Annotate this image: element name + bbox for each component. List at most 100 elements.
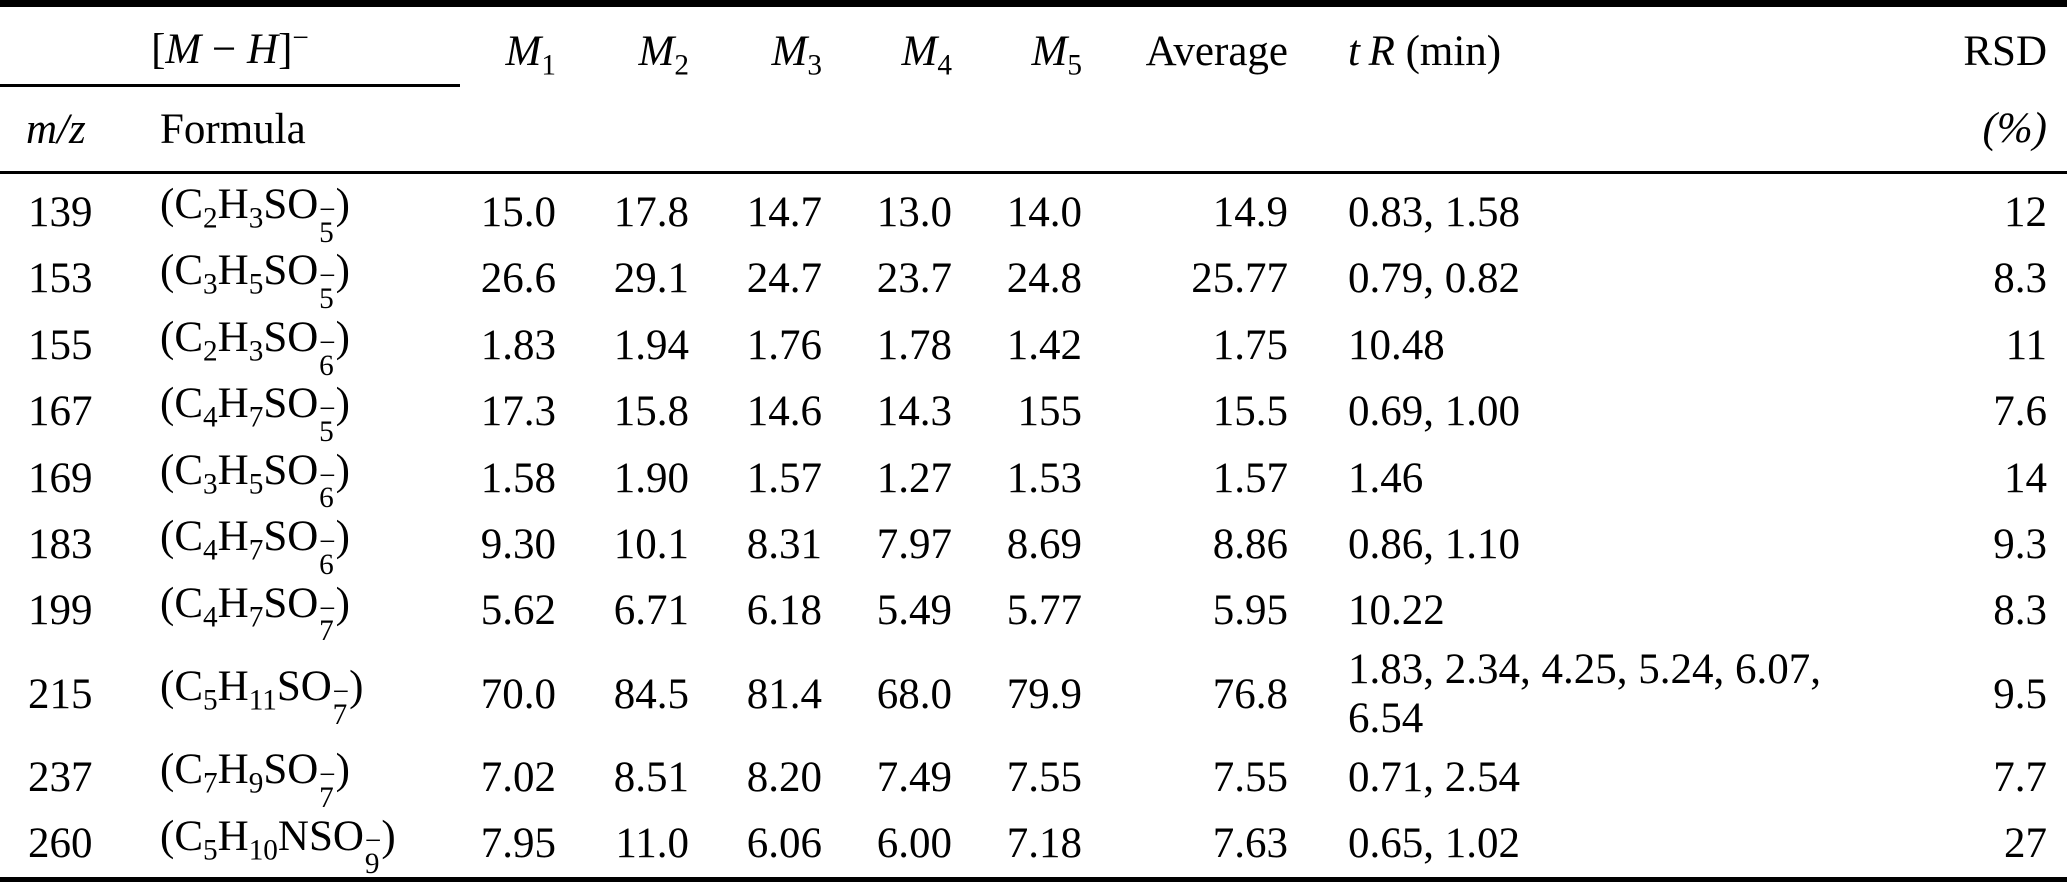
m-value-cell: 1.90 [613,454,689,502]
average-cell: 1.57 [1212,454,1288,502]
m-value-cell: 1.83 [480,321,556,369]
mz-cell: 183 [28,520,93,568]
column-header-rsd: RSD [1963,27,2047,75]
header-row-top: [M − H]− M1 M2 M3 M4 M5 Average t R (min… [0,3,2067,87]
m-value-cell: 68.0 [876,670,952,718]
m-value-cell: 14.6 [746,388,822,436]
mz-cell: 167 [28,388,93,436]
mz-cell: 155 [28,321,93,369]
table-row: 215 (C5H11SO −7) 70.0 84.5 81.4 68.0 79.9 76.8 1.… [0,644,2067,744]
m-value-cell: 8.51 [613,753,689,801]
rsd-cell: 9.3 [1993,520,2047,568]
m-value-cell: 1.94 [613,321,689,369]
m-value-cell: 6.06 [746,820,822,868]
formula-cell: (C3H5SO −5) [160,247,350,316]
m-value-cell: 11.0 [615,820,689,868]
column-header-m2: M2 [638,27,689,82]
retention-time-cell: 0.69, 1.00 [1348,388,1520,436]
rsd-cell: 8.3 [1993,587,2047,635]
table-row: 155 (C2H3SO −6) 1.83 1.94 1.76 1.78 1.42 1.75 10.… [0,312,2067,382]
table-row: 139 (C2H3SO −5) 15.0 17.8 14.7 13.0 14.0 14.9 0.8… [0,173,2067,249]
rsd-cell: 8.3 [1993,255,2047,303]
m-value-cell: 1.78 [876,321,952,369]
m-value-cell: 155 [1017,388,1083,436]
retention-time-cell: 10.22 [1348,587,1445,635]
table-row: 153 (C3H5SO −5) 26.6 29.1 24.7 23.7 24.8 25.77 0.… [0,245,2067,316]
mz-cell: 169 [28,454,93,502]
m-value-cell: 8.31 [746,520,822,568]
mz-cell: 153 [28,255,93,303]
m-value-cell: 7.97 [876,520,952,568]
average-cell: 25.77 [1191,255,1288,303]
column-header-m1: M1 [505,27,556,82]
m-value-cell: 24.8 [1006,255,1082,303]
mz-cell: 215 [28,670,93,718]
retention-time-cell: 0.65, 1.02 [1348,820,1520,868]
mz-cell: 199 [28,587,93,635]
m-value-cell: 24.7 [746,255,822,303]
m-value-cell: 14.7 [746,188,822,236]
m-value-cell: 84.5 [613,670,689,718]
rsd-cell: 7.7 [1993,753,2047,801]
average-cell: 76.8 [1212,670,1288,718]
m-value-cell: 10.1 [613,520,689,568]
rsd-cell: 9.5 [1993,670,2047,718]
table-row: 260 (C5H10NSO −9) 7.95 11.0 6.06 6.00 7.18 7.63 0… [0,811,2067,880]
column-header-average: Average [1145,27,1288,75]
rsd-cell: 27 [2004,820,2047,868]
retention-time-cell: 0.86, 1.10 [1348,520,1520,568]
m-value-cell: 6.71 [613,587,689,635]
m-value-cell: 8.20 [746,753,822,801]
m-value-cell: 14.0 [1006,188,1082,236]
rsd-cell: 7.6 [1993,388,2047,436]
average-cell: 14.9 [1212,188,1288,236]
header-row-sub: m/z Formula (%) [0,85,2067,174]
table-row: 167 (C4H7SO −5) 17.3 15.8 14.6 14.3 155 15.5 0.69… [0,378,2067,446]
mz-cell: 260 [28,820,93,868]
m-value-cell: 81.4 [746,670,822,718]
m-value-cell: 1.53 [1006,454,1082,502]
table-header: [M − H]− M1 M2 M3 M4 M5 Average t R (min… [0,3,2067,174]
formula-cell: (C4H7SO −7) [160,579,350,648]
average-cell: 15.5 [1212,388,1288,436]
m-value-cell: 23.7 [876,255,952,303]
m-value-cell: 70.0 [480,670,556,718]
m-value-cell: 14.3 [876,388,952,436]
m-value-cell: 6.00 [876,820,952,868]
column-header-m4: M4 [901,27,952,82]
mz-cell: 139 [28,188,93,236]
m-value-cell: 17.8 [613,188,689,236]
column-header-formula: Formula [130,85,460,174]
m-value-cell: 1.58 [480,454,556,502]
formula-cell: (C4H7SO −6) [160,513,350,581]
column-header-m5: M5 [1031,27,1082,82]
column-header-rsd-unit: (%) [1881,85,2067,174]
m-value-cell: 5.49 [876,587,952,635]
formula-cell: (C2H3SO −5) [160,181,350,249]
rsd-cell: 14 [2004,454,2047,502]
m-value-cell: 7.55 [1006,753,1082,801]
m-value-cell: 15.0 [480,188,556,236]
table-body: 139 (C2H3SO −5) 15.0 17.8 14.7 13.0 14.0 14.9 0.8… [0,173,2067,880]
retention-time-cell: 1.46 [1348,454,1424,502]
m-value-cell: 1.76 [746,321,822,369]
column-header-mh: [M − H]− [0,3,460,87]
m-value-cell: 6.18 [746,587,822,635]
m-value-cell: 5.62 [480,587,556,635]
column-header-m3: M3 [771,27,822,82]
average-cell: 8.86 [1212,520,1288,568]
m-value-cell: 79.9 [1006,670,1082,718]
average-cell: 5.95 [1212,587,1288,635]
rsd-cell: 12 [2004,188,2047,236]
m-value-cell: 26.6 [480,255,556,303]
column-header-mz: m/z [0,85,130,174]
formula-cell: (C2H3SO −6) [160,313,350,382]
average-cell: 7.55 [1212,753,1288,801]
m-value-cell: 1.27 [876,454,952,502]
m-value-cell: 8.69 [1006,520,1082,568]
table-row: 237 (C7H9SO −7) 7.02 8.51 8.20 7.49 7.55 7.55 0.7… [0,744,2067,812]
m-value-cell: 29.1 [613,255,689,303]
m-value-cell: 7.49 [876,753,952,801]
table-row: 169 (C3H5SO −6) 1.58 1.90 1.57 1.27 1.53 1.57 1.4… [0,445,2067,513]
